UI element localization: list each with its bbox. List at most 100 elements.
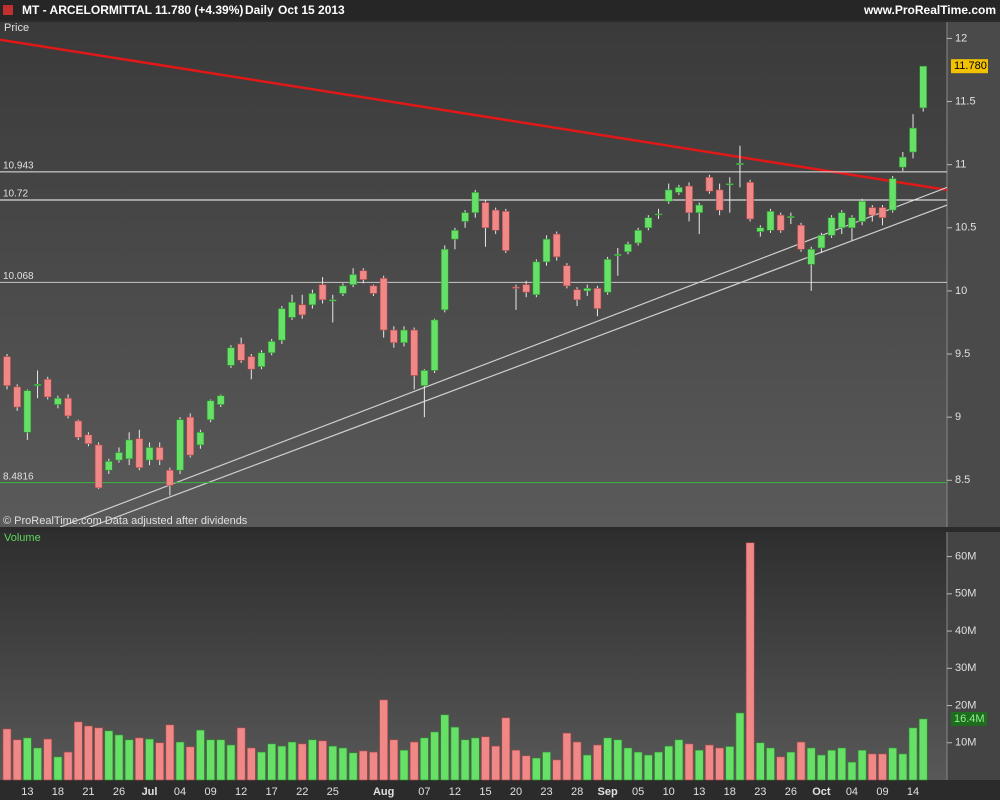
candle-body bbox=[583, 288, 592, 292]
candle-body bbox=[634, 230, 642, 244]
volume-bar bbox=[33, 747, 42, 781]
volume-bar bbox=[297, 743, 307, 781]
volume-bar bbox=[674, 739, 684, 781]
y-tick-label: 12 bbox=[955, 32, 967, 44]
candle-body bbox=[613, 254, 622, 256]
candle-body bbox=[349, 274, 357, 285]
volume-bar bbox=[796, 741, 806, 781]
volume-bar bbox=[603, 737, 612, 781]
x-tick-label: 14 bbox=[907, 786, 919, 798]
x-tick-label: 13 bbox=[21, 786, 33, 798]
volume-bar bbox=[135, 737, 144, 781]
volume-bar bbox=[206, 739, 215, 781]
candle-body bbox=[756, 227, 765, 232]
x-tick-label: 05 bbox=[632, 786, 644, 798]
x-tick-label: 22 bbox=[296, 786, 308, 798]
last-price-box bbox=[951, 59, 988, 74]
candle-body bbox=[420, 370, 429, 386]
last-volume-box bbox=[951, 711, 987, 726]
volume-bar bbox=[399, 749, 409, 781]
volume-bar bbox=[114, 734, 124, 781]
x-tick-label: 13 bbox=[693, 786, 705, 798]
volume-bar bbox=[664, 745, 674, 781]
candle-body bbox=[603, 259, 612, 293]
candle-body bbox=[461, 212, 469, 222]
volume-bar bbox=[84, 725, 93, 781]
volume-bar bbox=[175, 741, 185, 781]
y-tick-label: 11 bbox=[955, 159, 966, 171]
x-tick-label: 12 bbox=[235, 786, 247, 798]
y-tick-label: 20M bbox=[955, 699, 976, 711]
y-tick-label: 9 bbox=[955, 411, 961, 423]
candle-body bbox=[532, 261, 541, 296]
candle-body bbox=[593, 288, 602, 309]
candle-body bbox=[278, 308, 286, 341]
x-tick-label: 04 bbox=[846, 786, 858, 798]
volume-bar bbox=[2, 728, 12, 781]
volume-bar bbox=[440, 714, 450, 781]
candle-body bbox=[899, 156, 907, 168]
volume-bar bbox=[501, 717, 511, 781]
volume-bar bbox=[521, 755, 531, 781]
volume-bar bbox=[786, 751, 796, 781]
candle-body bbox=[715, 189, 724, 211]
y-tick-label: 9.5 bbox=[955, 348, 970, 360]
volume-bar bbox=[43, 738, 53, 781]
volume-bar bbox=[908, 727, 918, 781]
candle-body bbox=[746, 182, 754, 220]
candle-body bbox=[176, 419, 184, 471]
candle-body bbox=[308, 293, 317, 306]
volume-bar bbox=[481, 736, 490, 781]
candle-body bbox=[227, 347, 235, 366]
volume-bar bbox=[684, 743, 694, 781]
candle-body bbox=[664, 189, 673, 202]
y-tick-label: 40M bbox=[955, 625, 976, 637]
candle-body bbox=[705, 176, 714, 192]
candle-body bbox=[216, 395, 225, 405]
candle-body bbox=[267, 341, 276, 354]
header-bar bbox=[0, 0, 1000, 20]
price-label: Price bbox=[4, 22, 29, 34]
volume-bar bbox=[369, 751, 378, 781]
volume-bar bbox=[104, 730, 114, 781]
candle-body bbox=[318, 284, 327, 301]
x-tick-label: 18 bbox=[52, 786, 64, 798]
x-tick-label: 10 bbox=[663, 786, 675, 798]
candle-body bbox=[410, 329, 419, 376]
volume-bar bbox=[745, 542, 755, 781]
candle-body bbox=[725, 183, 734, 186]
candle-body bbox=[827, 217, 836, 236]
x-tick-label: Sep bbox=[598, 786, 618, 798]
volume-bar bbox=[94, 727, 103, 781]
volume-bar bbox=[155, 742, 164, 781]
volume-bar bbox=[542, 751, 551, 781]
candle-body bbox=[909, 127, 917, 153]
candle-body bbox=[186, 416, 195, 456]
x-tick-label: 07 bbox=[418, 786, 430, 798]
volume-bar bbox=[236, 727, 246, 781]
x-tick-label: 09 bbox=[876, 786, 888, 798]
volume-bar bbox=[379, 699, 388, 781]
volume-bar bbox=[593, 744, 602, 781]
symbol: MT - ARCELORMITTAL bbox=[22, 3, 152, 17]
volume-bar bbox=[318, 740, 327, 781]
volume-bar bbox=[532, 757, 541, 781]
x-tick-label: 04 bbox=[174, 786, 186, 798]
h-line-label: 8.4816 bbox=[3, 471, 34, 482]
candle-body bbox=[339, 285, 347, 294]
volume-bar bbox=[196, 729, 205, 781]
volume-bar bbox=[145, 738, 154, 781]
candle-body bbox=[573, 289, 581, 301]
candle-body bbox=[481, 202, 490, 229]
volume-bar bbox=[23, 737, 32, 781]
quote: 11.780 (+4.39%) bbox=[155, 3, 243, 17]
x-tick-label: 23 bbox=[754, 786, 766, 798]
volume-bar bbox=[766, 747, 775, 781]
volume-bar bbox=[389, 739, 399, 781]
candle-body bbox=[919, 65, 928, 109]
volume-bar bbox=[338, 747, 348, 781]
candle-body bbox=[451, 230, 459, 240]
x-tick-label: 18 bbox=[724, 786, 736, 798]
